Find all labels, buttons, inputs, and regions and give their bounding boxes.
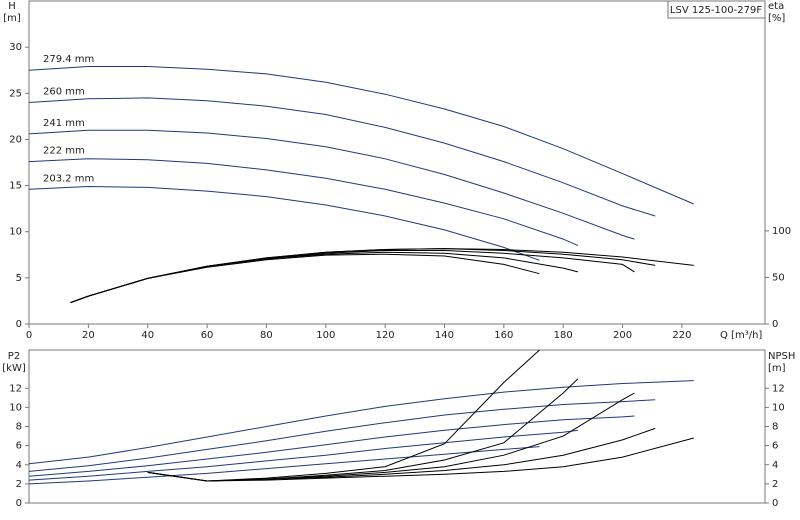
y-tick-label: 5 <box>16 273 22 284</box>
x-tick-label: 100 <box>316 330 335 341</box>
y-tick-label: 4 <box>16 460 22 471</box>
y-axis-unit: [kW] <box>2 363 26 374</box>
y-tick-label: 0 <box>16 319 22 330</box>
y-tick-label: 2 <box>16 479 22 490</box>
y-tick-label: 0 <box>16 498 22 509</box>
y2-axis-unit: [%] <box>768 13 785 24</box>
y2-tick-label: 0 <box>772 319 778 330</box>
y2-tick-label: 2 <box>772 479 778 490</box>
y2-tick-label: 8 <box>772 422 778 433</box>
curve <box>147 427 656 482</box>
curve-label: 279.4 mm <box>43 54 94 65</box>
y-tick-label: 6 <box>16 441 22 452</box>
y2-axis-label: eta <box>768 1 784 12</box>
curve <box>28 429 579 481</box>
x-tick-label: 0 <box>26 330 32 341</box>
curve <box>28 380 694 465</box>
chart-title: LSV 125-100-279F <box>670 5 762 16</box>
x-tick-label: 140 <box>435 330 454 341</box>
y-tick-label: 10 <box>9 227 22 238</box>
curve <box>28 185 540 261</box>
curve <box>28 97 656 217</box>
curve-label: 260 mm <box>43 87 85 98</box>
curve <box>28 399 656 472</box>
x-tick-label: 220 <box>672 330 691 341</box>
x-tick-label: 160 <box>494 330 513 341</box>
plot-frame <box>28 349 766 504</box>
curve <box>147 349 540 482</box>
y-axis-unit: [m] <box>3 13 21 24</box>
curve <box>70 248 656 304</box>
x-tick-label: 180 <box>554 330 573 341</box>
curve <box>28 66 694 205</box>
y-tick-label: 10 <box>9 402 22 413</box>
curve <box>28 158 579 247</box>
y2-axis-label: NPSH <box>768 351 795 362</box>
y2-tick-label: 10 <box>772 402 785 413</box>
y-tick-label: 12 <box>9 383 22 394</box>
y2-tick-label: 100 <box>772 226 791 237</box>
x-tick-label: 40 <box>141 330 154 341</box>
plot-frame <box>28 0 766 325</box>
x-tick-label: 120 <box>376 330 395 341</box>
curve <box>70 251 579 304</box>
curve-label: 222 mm <box>43 146 85 157</box>
curve <box>28 129 635 240</box>
y-tick-label: 30 <box>9 42 22 53</box>
y2-tick-label: 50 <box>772 272 785 283</box>
y-tick-label: 8 <box>16 422 22 433</box>
y-axis-label: H <box>8 1 16 12</box>
y2-tick-label: 0 <box>772 498 778 509</box>
curve <box>147 437 694 482</box>
y2-tick-label: 12 <box>772 383 785 394</box>
x-tick-label: 80 <box>260 330 273 341</box>
curve-label: 203.2 mm <box>43 173 94 184</box>
curve <box>28 415 635 477</box>
curve <box>70 253 540 304</box>
y-axis-label: P2 <box>8 351 20 362</box>
x-tick-label: 200 <box>613 330 632 341</box>
curve-label: 241 mm <box>43 118 85 129</box>
y-tick-label: 20 <box>9 134 22 145</box>
y-tick-label: 25 <box>9 88 22 99</box>
curve <box>147 378 579 482</box>
x-tick-label: 60 <box>201 330 214 341</box>
curve <box>147 392 635 482</box>
y2-tick-label: 6 <box>772 441 778 452</box>
y2-axis-unit: [m] <box>768 363 786 374</box>
y2-tick-label: 4 <box>772 460 778 471</box>
x-tick-label: 20 <box>82 330 95 341</box>
y-tick-label: 15 <box>9 181 22 192</box>
x-axis-label: Q [m³/h] <box>720 330 762 341</box>
